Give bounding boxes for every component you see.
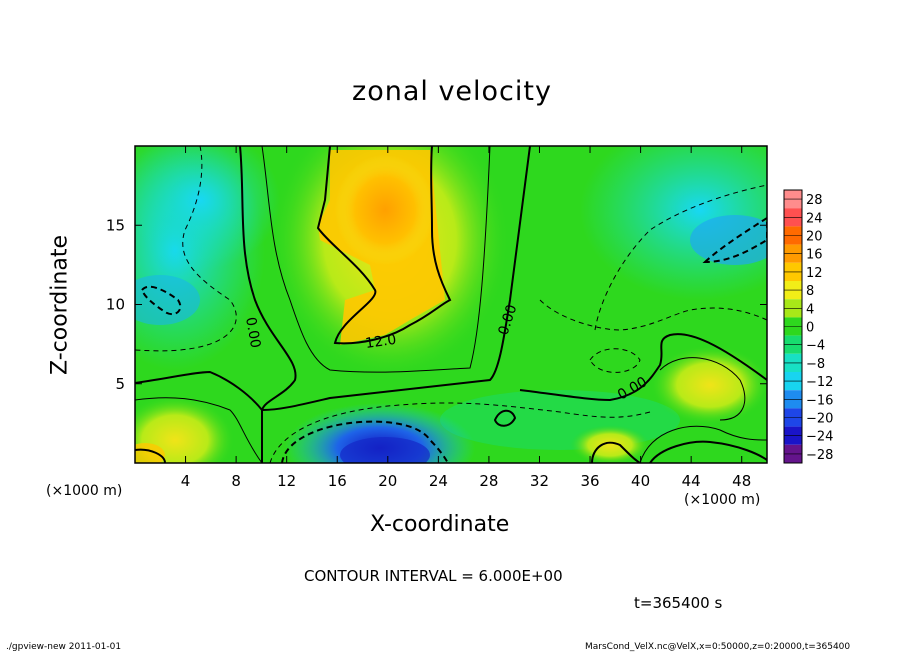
x-tick-label: 8 xyxy=(231,472,241,490)
colorbar-label: −20 xyxy=(806,412,833,427)
contour-labels: 0.00 12.0 0.00 0.00 xyxy=(242,303,650,404)
colorbar-label: −4 xyxy=(806,339,825,354)
colorbar-label: 12 xyxy=(806,266,823,281)
colorbar-label: 4 xyxy=(806,302,814,317)
contour-interval-text: CONTOUR INTERVAL = 6.000E+00 xyxy=(304,567,563,585)
y-tick-label: 5 xyxy=(115,375,125,393)
colorbar-label: 0 xyxy=(806,321,814,336)
contour-label-left-zero: 0.00 xyxy=(242,316,263,349)
x-tick-label: 16 xyxy=(328,472,347,490)
colorbar-label: 24 xyxy=(806,211,823,226)
x-axis-label: X-coordinate xyxy=(370,512,510,537)
colorbar-label: −8 xyxy=(806,357,825,372)
footer-right: MarsCond_VelX.nc@VelX,x=0:50000,z=0:2000… xyxy=(585,642,851,652)
colorbar-label: 8 xyxy=(806,284,814,299)
x-tick-label: 12 xyxy=(277,472,296,490)
colorbar-label: 20 xyxy=(806,230,823,245)
heatmap-field xyxy=(135,146,767,463)
chart-title: zonal velocity xyxy=(352,76,552,107)
time-label: t=365400 s xyxy=(634,594,723,612)
x-tick-label: 44 xyxy=(682,472,701,490)
x-unit-right: (×1000 m) xyxy=(684,492,761,508)
y-tick-label: 10 xyxy=(106,296,125,314)
colorbar-label: −24 xyxy=(806,430,833,445)
x-tick-label: 20 xyxy=(378,472,397,490)
x-axis: 4 8 12 16 20 24 28 32 36 40 44 48 xyxy=(181,146,751,490)
y-tick-label: 15 xyxy=(106,216,125,234)
x-unit-left: (×1000 m) xyxy=(46,483,123,499)
colorbar-label: 16 xyxy=(806,248,823,263)
footer-left: ./gpview-new 2011-01-01 xyxy=(6,642,122,652)
colorbar-label: −16 xyxy=(806,393,833,408)
contour-lines xyxy=(135,146,767,463)
colorbar-label: −28 xyxy=(806,448,833,463)
x-tick-label: 4 xyxy=(181,472,191,490)
x-tick-label: 36 xyxy=(580,472,599,490)
y-axis-label: Z-coordinate xyxy=(47,235,73,375)
x-tick-label: 48 xyxy=(732,472,751,490)
x-tick-label: 40 xyxy=(631,472,650,490)
x-tick-label: 24 xyxy=(429,472,448,490)
contour-label-twelve: 12.0 xyxy=(364,332,397,352)
x-tick-label: 28 xyxy=(479,472,498,490)
colorbar-label: −12 xyxy=(806,375,833,390)
colorbar-label: 28 xyxy=(806,193,823,208)
colorbar: 28 24 20 16 12 8 4 0 −4 −8 −12 −16 −20 −24 −28 xyxy=(783,189,833,464)
y-axis: 5 10 15 xyxy=(106,216,767,393)
x-tick-label: 32 xyxy=(530,472,549,490)
